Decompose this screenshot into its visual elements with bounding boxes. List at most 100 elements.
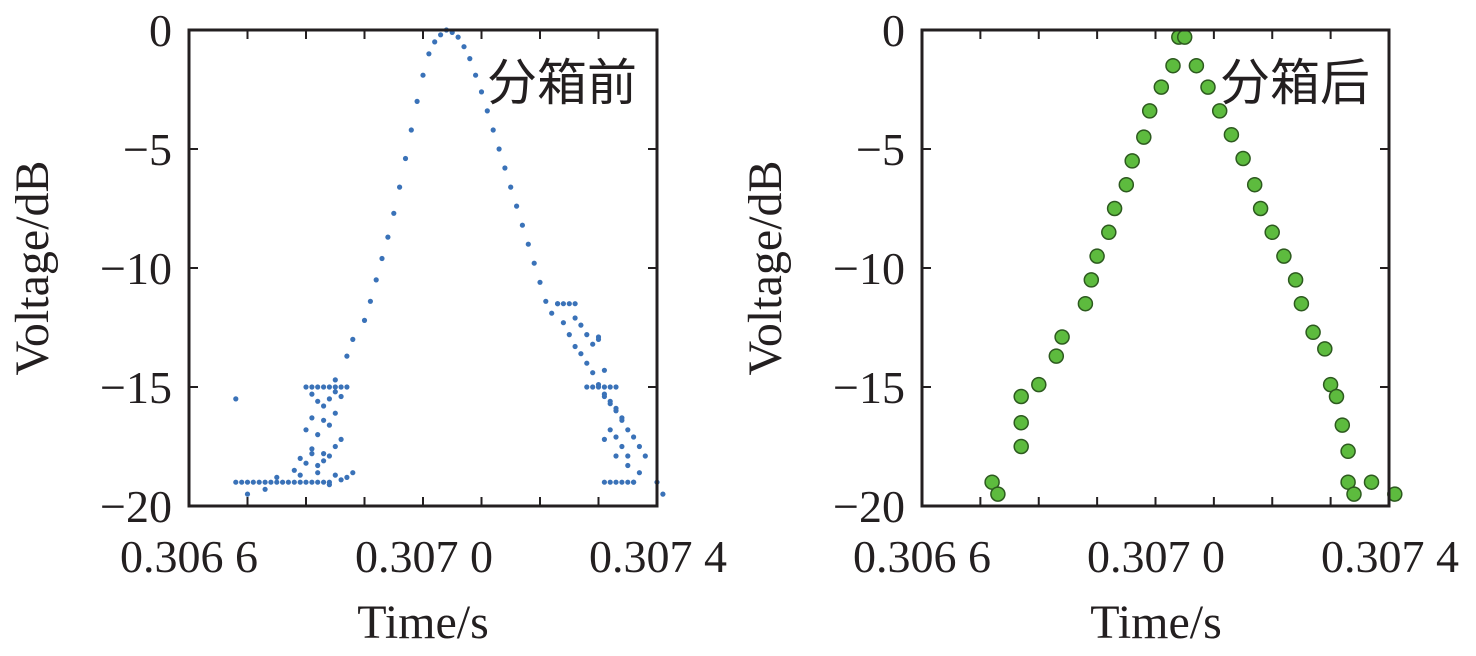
left-chart-ytick-label: −5	[123, 124, 172, 175]
left-chart-point	[321, 458, 327, 464]
right-chart-ylabel: Voltage/dB	[739, 160, 792, 375]
left-chart-point	[543, 298, 549, 304]
left-chart-point	[660, 491, 666, 497]
left-chart-point	[303, 460, 309, 466]
left-chart-point	[303, 427, 309, 433]
left-chart-point	[584, 332, 590, 338]
left-chart-point	[315, 462, 321, 469]
left-chart-xtick-label: 0.307 0	[355, 531, 493, 582]
left-chart-point	[607, 479, 613, 485]
left-chart-point	[297, 472, 303, 478]
right-chart-point	[1013, 414, 1029, 431]
left-chart-point	[607, 384, 613, 390]
right-chart-point	[1106, 200, 1123, 217]
left-chart-point	[572, 343, 578, 350]
left-chart-point	[309, 391, 315, 397]
left-chart-point	[338, 393, 344, 400]
right-chart-point	[1089, 248, 1105, 264]
right-chart-point	[1340, 443, 1356, 460]
left-chart-point	[361, 317, 368, 323]
right-chart-point	[1141, 103, 1158, 119]
right-chart-point	[1223, 126, 1240, 143]
right-chart-point	[1101, 224, 1117, 241]
left-chart-point	[607, 427, 613, 433]
left-chart-point	[391, 210, 397, 216]
right-chart-point	[1317, 341, 1333, 357]
left-chart-point	[502, 165, 508, 171]
left-chart-point	[326, 422, 332, 428]
right-chart-point	[1264, 224, 1280, 241]
left-chart-point	[315, 398, 321, 404]
right-chart-point	[1124, 153, 1140, 169]
left-chart-point	[244, 491, 251, 497]
left-chart-point	[262, 479, 268, 485]
left-chart-point	[350, 336, 356, 342]
right-chart-point	[1246, 176, 1263, 193]
left-chart-point	[508, 184, 514, 190]
left-chart-point	[636, 470, 643, 476]
left-chart-point	[321, 417, 327, 423]
left-chart-point	[601, 436, 608, 442]
left-chart-panel: 0 −5 −10 −15 −20 0.306 6 0.307 0 0.307 4…	[6, 5, 727, 649]
left-chart-point	[566, 301, 572, 307]
left-chart-point	[408, 127, 414, 133]
left-chart-point	[250, 479, 256, 485]
right-chart-point	[1054, 329, 1070, 345]
left-chart-point	[625, 462, 631, 469]
right-chart-point	[1176, 29, 1193, 45]
left-chart-point	[321, 403, 327, 409]
left-chart-point	[373, 277, 379, 283]
left-chart-point	[572, 315, 578, 321]
left-chart-point	[338, 436, 344, 442]
left-chart-point	[601, 367, 608, 373]
right-chart-point	[1031, 376, 1047, 393]
right-chart-point	[1287, 272, 1304, 288]
left-chart-point	[584, 360, 590, 366]
left-chart-point	[297, 479, 303, 485]
left-chart-point	[514, 203, 520, 209]
left-chart-point	[461, 44, 467, 50]
right-chart-point	[1077, 295, 1094, 312]
left-chart-point	[326, 384, 332, 390]
right-chart-point	[1165, 57, 1181, 74]
right-chart-point	[1328, 388, 1345, 405]
right-chart-point	[1334, 417, 1351, 433]
left-chart-xtick-label: 0.307 4	[589, 531, 727, 582]
left-chart-point	[432, 39, 438, 45]
left-chart-point	[326, 396, 332, 402]
left-chart-point	[613, 405, 619, 411]
left-chart-point	[414, 98, 420, 104]
right-chart-point	[1276, 248, 1292, 264]
left-chart-point	[315, 384, 321, 390]
right-chart-point	[1346, 486, 1362, 502]
right-chart-xtick-label: 0.306 6	[853, 531, 991, 582]
left-chart-ytick-label: 0	[149, 5, 172, 56]
right-chart-point	[1013, 388, 1029, 405]
left-chart-point	[326, 482, 332, 488]
right-chart-points	[984, 29, 1403, 502]
left-chart-point	[367, 298, 373, 304]
left-chart-point	[332, 472, 338, 478]
left-chart-point	[455, 34, 461, 40]
left-chart-point	[473, 72, 479, 78]
right-chart-annotation: 分箱后	[1220, 54, 1370, 112]
left-chart-point	[321, 479, 327, 485]
left-chart-point	[338, 384, 344, 390]
left-chart-point	[297, 455, 303, 461]
right-chart-point	[1013, 438, 1029, 455]
left-chart-point	[578, 351, 584, 357]
left-chart-point	[560, 320, 567, 326]
left-chart-point	[321, 384, 327, 390]
right-chart-point	[1235, 150, 1251, 167]
left-chart-point	[590, 341, 596, 347]
left-chart-point	[525, 241, 531, 247]
right-chart-point	[1118, 176, 1135, 193]
left-chart-point	[274, 474, 280, 480]
right-chart-point	[1083, 272, 1100, 288]
left-chart-point	[578, 322, 584, 328]
left-chart-point	[619, 479, 625, 485]
left-chart-point	[490, 127, 496, 133]
left-chart-point	[402, 155, 409, 162]
left-chart-point	[233, 396, 239, 402]
left-chart-point	[438, 32, 444, 38]
